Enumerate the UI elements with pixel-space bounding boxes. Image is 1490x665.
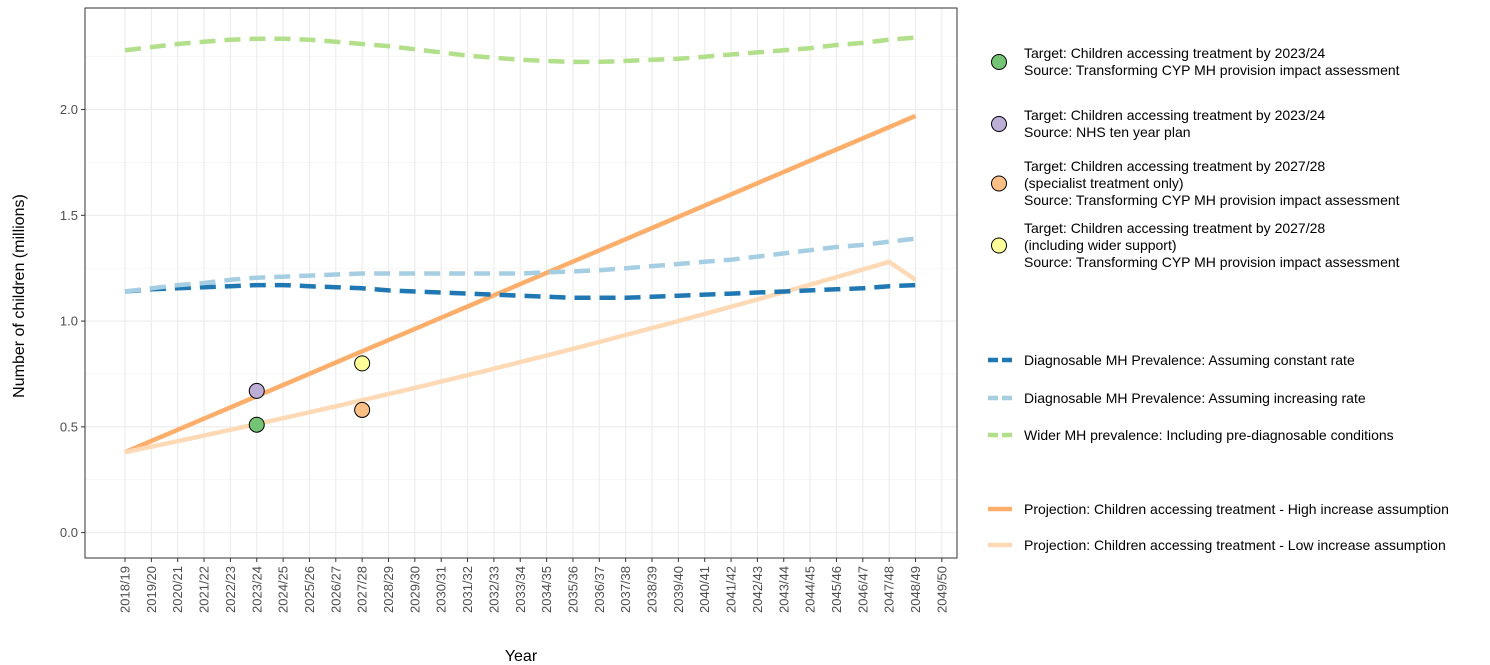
legend-item-line: Diagnosable MH Prevalence: Assuming incr… xyxy=(988,390,1366,406)
y-tick-label: 1.0 xyxy=(60,314,78,329)
legend-item-line: Diagnosable MH Prevalence: Assuming cons… xyxy=(988,352,1355,368)
x-tick-label: 2044/45 xyxy=(803,566,818,613)
legend-label: Target: Children accessing treatment by … xyxy=(1024,220,1325,236)
x-tick-label: 2031/32 xyxy=(460,566,475,613)
x-tick-label: 2023/24 xyxy=(249,566,264,613)
x-tick-label: 2049/50 xyxy=(934,566,949,613)
legend-label: Projection: Children accessing treatment… xyxy=(1024,501,1449,517)
x-tick-label: 2025/26 xyxy=(302,566,317,613)
x-tick-label: 2020/21 xyxy=(170,566,185,613)
legend-label: (including wider support) xyxy=(1024,237,1177,253)
y-axis-title: Number of children (millions) xyxy=(11,194,28,398)
legend-item-point: Target: Children accessing treatment by … xyxy=(992,220,1400,270)
target-point xyxy=(249,417,264,432)
target-point xyxy=(355,402,370,417)
legend-item-point: Target: Children accessing treatment by … xyxy=(992,107,1326,140)
x-tick-label: 2041/42 xyxy=(724,566,739,613)
x-tick-label: 2035/36 xyxy=(565,566,580,613)
x-tick-label: 2030/31 xyxy=(434,566,449,613)
legend-label: (specialist treatment only) xyxy=(1024,175,1184,191)
x-tick-label: 2026/27 xyxy=(328,566,343,613)
legend-item-line: Wider MH prevalence: Including pre-diagn… xyxy=(988,427,1394,443)
x-tick-label: 2046/47 xyxy=(855,566,870,613)
x-tick-label: 2036/37 xyxy=(592,566,607,613)
x-tick-label: 2048/49 xyxy=(908,566,923,613)
x-tick-label: 2037/38 xyxy=(618,566,633,613)
x-tick-label: 2040/41 xyxy=(697,566,712,613)
x-tick-label: 2047/48 xyxy=(882,566,897,613)
legend-label: Target: Children accessing treatment by … xyxy=(1024,45,1325,61)
x-tick-label: 2045/46 xyxy=(829,566,844,613)
x-tick-label: 2019/20 xyxy=(144,566,159,613)
y-tick-label: 1.5 xyxy=(60,208,78,223)
x-axis-title: Year xyxy=(505,648,538,665)
x-tick-label: 2029/30 xyxy=(407,566,422,613)
x-tick-label: 2039/40 xyxy=(671,566,686,613)
legend-label: Source: Transforming CYP MH provision im… xyxy=(1024,192,1400,208)
y-tick-label: 0.0 xyxy=(60,525,78,540)
x-tick-label: 2033/34 xyxy=(513,566,528,613)
legend-item-line: Projection: Children accessing treatment… xyxy=(988,501,1449,517)
legend-point-key xyxy=(992,55,1007,70)
x-tick-label: 2043/44 xyxy=(776,566,791,613)
x-tick-label: 2038/39 xyxy=(645,566,660,613)
x-tick-label: 2024/25 xyxy=(276,566,291,613)
y-axis: 0.0 0.5 1.0 1.5 2.0 xyxy=(60,102,85,540)
legend-label: Diagnosable MH Prevalence: Assuming cons… xyxy=(1024,352,1355,368)
legend-label: Source: Transforming CYP MH provision im… xyxy=(1024,254,1400,270)
legend: Target: Children accessing treatment by … xyxy=(988,45,1449,553)
x-tick-label: 2032/33 xyxy=(486,566,501,613)
legend-label: Wider MH prevalence: Including pre-diagn… xyxy=(1024,427,1394,443)
legend-point-key xyxy=(992,117,1007,132)
x-tick-label: 2021/22 xyxy=(197,566,212,613)
legend-point-key xyxy=(992,238,1007,253)
legend-item-line: Projection: Children accessing treatment… xyxy=(988,537,1446,553)
y-tick-label: 2.0 xyxy=(60,102,78,117)
legend-item-point: Target: Children accessing treatment by … xyxy=(992,158,1400,208)
x-tick-label: 2042/43 xyxy=(750,566,765,613)
x-tick-label: 2022/23 xyxy=(223,566,238,613)
x-tick-label: 2027/28 xyxy=(355,566,370,613)
x-tick-label: 2028/29 xyxy=(381,566,396,613)
legend-label: Source: Transforming CYP MH provision im… xyxy=(1024,62,1400,78)
x-axis: 2018/19 2019/20 2020/21 2021/22 2022/23 2023/… xyxy=(118,558,950,613)
legend-label: Source: NHS ten year plan xyxy=(1024,124,1191,140)
x-tick-label: 2018/19 xyxy=(118,566,133,613)
target-point xyxy=(249,383,264,398)
x-tick-label: 2034/35 xyxy=(539,566,554,613)
legend-item-point: Target: Children accessing treatment by … xyxy=(992,45,1400,78)
legend-label: Target: Children accessing treatment by … xyxy=(1024,158,1325,174)
legend-point-key xyxy=(992,176,1007,191)
target-point xyxy=(355,356,370,371)
y-tick-label: 0.5 xyxy=(60,419,78,434)
legend-label: Diagnosable MH Prevalence: Assuming incr… xyxy=(1024,390,1366,406)
legend-label: Target: Children accessing treatment by … xyxy=(1024,107,1325,123)
legend-label: Projection: Children accessing treatment… xyxy=(1024,537,1446,553)
